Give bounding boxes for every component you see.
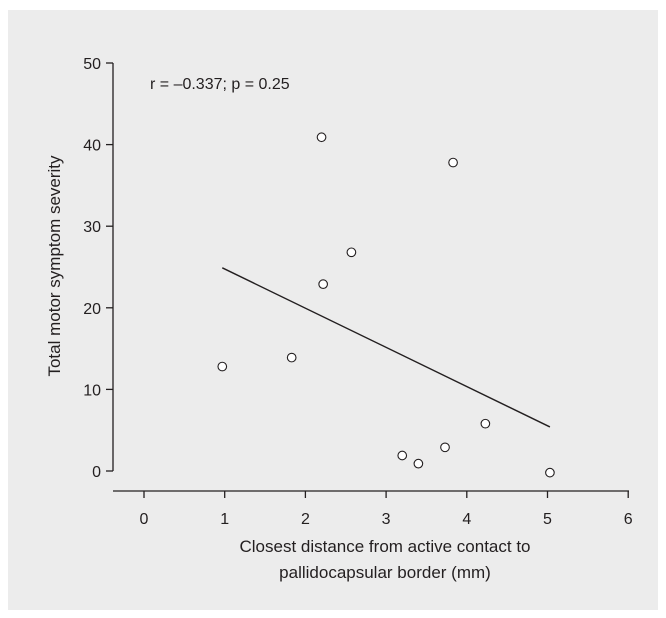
data-point (440, 442, 450, 453)
data-point (545, 467, 555, 478)
y-tick-label: 30 (83, 219, 101, 236)
y-tick-label: 40 (83, 138, 101, 155)
y-tick-label: 10 (83, 382, 101, 399)
x-tick-label: 6 (624, 511, 633, 528)
chart-panel (8, 10, 658, 610)
regression-line (221, 267, 551, 428)
x-axis-title-line-2: pallidocapsular border (mm) (279, 563, 491, 582)
y-tick-label: 50 (83, 56, 101, 73)
y-axis-ticks: 0 10 20 30 40 50 (83, 56, 113, 481)
x-tick-label: 0 (140, 511, 149, 528)
x-tick-label: 2 (301, 511, 310, 528)
x-axis-title-line-1: Closest distance from active contact to (239, 537, 530, 556)
plot-area (217, 132, 555, 478)
data-point (217, 361, 228, 372)
y-axis-title: Total motor symptom severity (45, 155, 64, 377)
y-tick-label: 0 (92, 464, 101, 481)
x-tick-label: 3 (382, 511, 391, 528)
data-point (318, 279, 329, 289)
data-point (286, 352, 297, 363)
correlation-annotation: r = –0.337; p = 0.25 (150, 76, 290, 93)
data-point (448, 157, 458, 168)
data-point (346, 247, 357, 258)
data-point (316, 132, 327, 143)
data-point (413, 458, 424, 469)
x-tick-label: 1 (220, 511, 229, 528)
data-point (397, 450, 408, 461)
data-point (480, 418, 491, 429)
y-tick-label: 20 (83, 301, 101, 318)
x-tick-label: 4 (462, 511, 471, 528)
x-axis-ticks: 0 1 2 3 4 5 6 (140, 491, 633, 528)
x-tick-label: 5 (543, 511, 552, 528)
